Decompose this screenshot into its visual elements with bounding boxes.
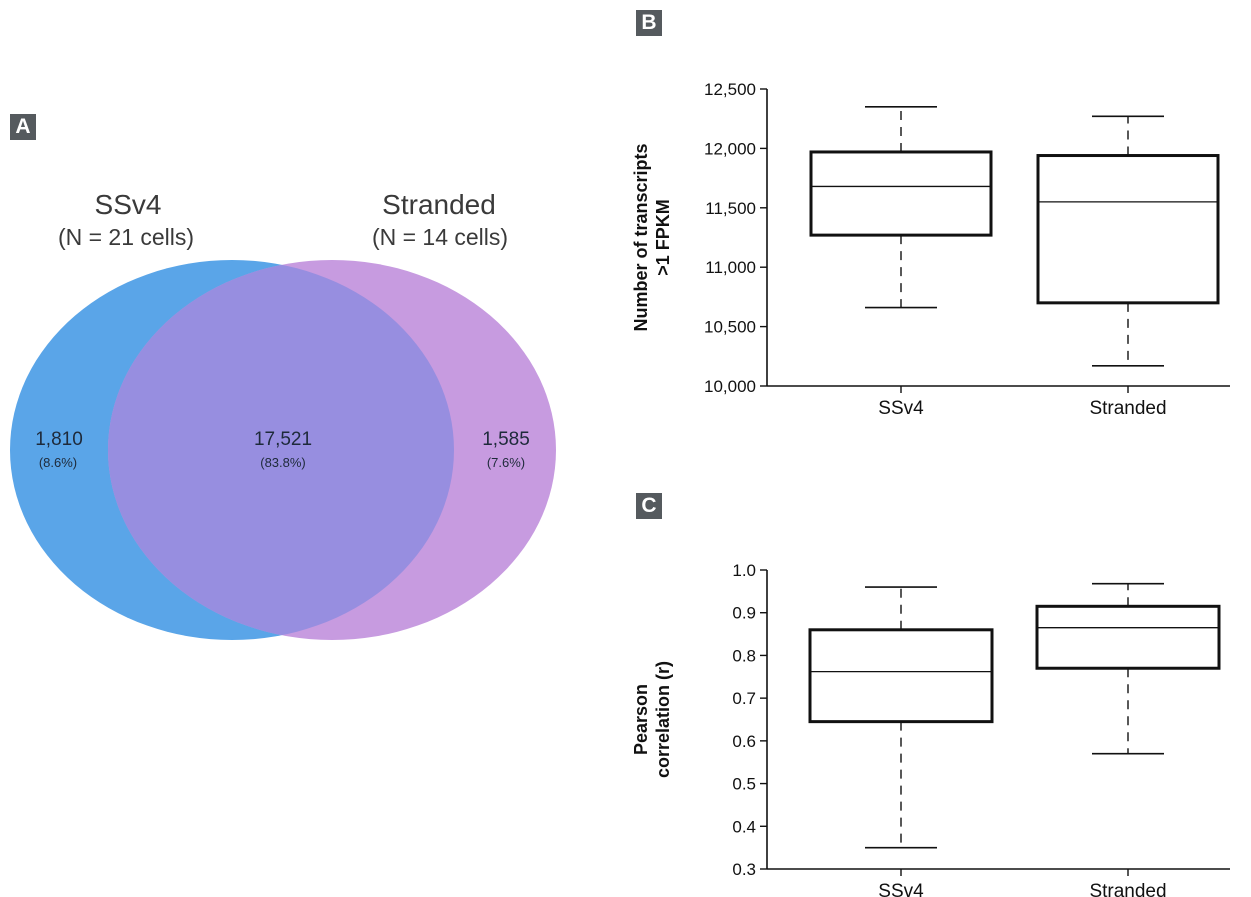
pearson-ytick-label: 0.7 [732,689,756,708]
pearson-ytick-label: 0.5 [732,775,756,794]
venn-set-ssv4-subtitle: (N = 21 cells) [58,224,194,250]
transcripts-ytick-label: 11,000 [705,258,756,277]
pearson-ytick-label: 0.8 [732,646,756,665]
pearson-y-axis-title: Pearson correlation (r) [631,661,673,778]
venn-stranded-unique-percent: (7.6%) [487,455,525,470]
transcripts-box-ssv4 [809,150,993,237]
venn-set-stranded-subtitle: (N = 14 cells) [372,224,508,250]
venn-set-stranded-name: Stranded [382,189,496,220]
pearson-ytick-label: 0.3 [732,860,756,879]
panel-b-label: B [636,10,662,36]
pearson-ytick-label: 0.9 [732,604,756,623]
venn-set-ssv4-name: SSv4 [95,189,162,220]
panel-a-label: A [10,114,36,140]
boxplot-pearson: 0.3 0.4 0.5 0.6 0.7 0.8 0.9 1.0 Pearson correlati… [631,561,1230,897]
venn-ssv4-unique-count: 1,810 [35,429,83,450]
transcripts-category-label-stranded: Stranded [1089,398,1166,419]
pearson-box-ssv4 [808,628,994,724]
transcripts-box-stranded [1036,154,1220,305]
pearson-category-label-stranded: Stranded [1089,881,1166,897]
pearson-ytick-label: 0.6 [732,732,756,751]
pearson-y-axis-title-line: correlation (r) [653,661,673,778]
pearson-category-label-ssv4: SSv4 [878,881,924,897]
transcripts-ytick-label: 11,500 [705,199,756,218]
transcripts-ytick-label: 12,500 [704,80,756,99]
pearson-y-axis-title-line: Pearson [631,684,651,755]
pearson-ytick-label: 0.4 [732,817,756,836]
venn-overlap-count: 17,521 [254,429,312,450]
transcripts-ytick-label: 10,500 [704,318,756,337]
pearson-ytick-label: 1.0 [732,561,756,580]
pearson-box-stranded [1035,604,1221,670]
venn-overlap-percent: (83.8%) [260,455,306,470]
venn-stranded-unique-count: 1,585 [482,429,530,450]
transcripts-ytick-label: 12,000 [704,139,756,158]
transcripts-y-axis-title-line: >1 FPKM [653,199,673,276]
transcripts-ytick-label: 10,000 [704,377,756,396]
venn-diagram: SSv4 (N = 21 cells) Stranded (N = 14 cel… [10,189,556,640]
transcripts-category-label-ssv4: SSv4 [878,398,924,419]
panel-c-label: C [636,493,662,519]
boxplot-transcripts: 10,000 10,500 11,000 11,500 12,000 12,500 Numb… [631,80,1230,419]
transcripts-y-axis-title: Number of transcripts >1 FPKM [631,143,673,331]
transcripts-y-axis-title-line: Number of transcripts [631,143,651,331]
venn-ssv4-unique-percent: (8.6%) [39,455,77,470]
